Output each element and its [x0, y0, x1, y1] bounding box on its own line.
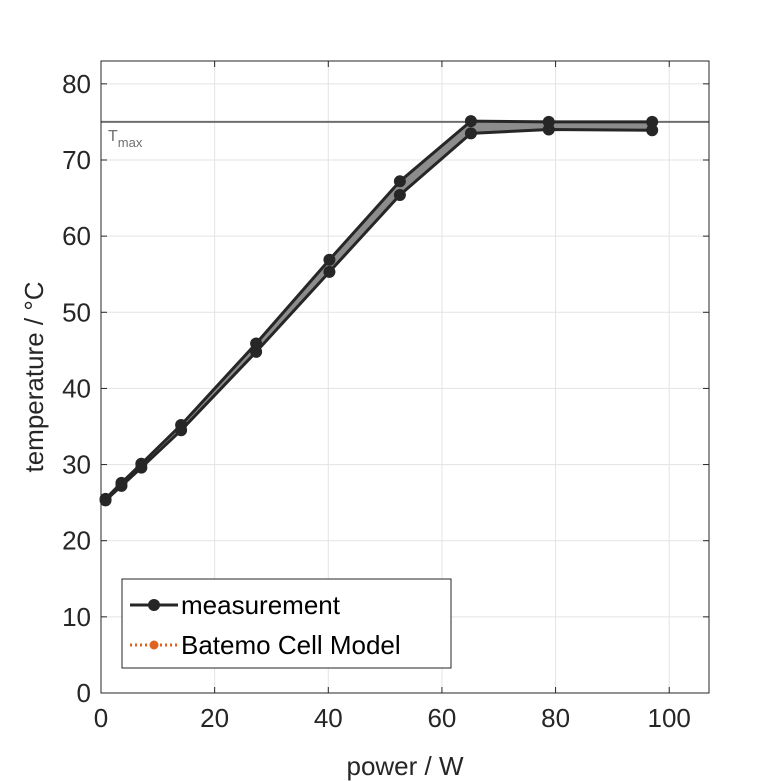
tick-labels: 0 20 40 60 80 100 0 10 20 30 40 50 60 70 80 — [62, 61, 709, 733]
y-tick-label: 80 — [62, 69, 91, 99]
y-axis-label: temperature / °C — [19, 281, 49, 472]
y-tick-label: 60 — [62, 221, 91, 251]
x-tick-label: 100 — [648, 703, 691, 733]
x-tick-label: 0 — [94, 703, 108, 733]
legend-swatch-marker — [149, 640, 159, 650]
measurement-lower-point — [99, 494, 112, 507]
y-tick-label: 50 — [62, 297, 91, 327]
measurement-upper-point — [250, 337, 263, 350]
legend-box — [121, 578, 452, 669]
legend-label: measurement — [181, 590, 341, 620]
plot-frame — [100, 60, 710, 694]
legend-swatch-marker — [148, 599, 160, 611]
x-tick-label: 40 — [314, 703, 343, 733]
y-tick-label: 0 — [77, 678, 91, 708]
x-axis-label: power / W — [346, 751, 463, 781]
legend: measurement Batemo Cell Model — [121, 578, 452, 669]
tmax-label: Tmax — [108, 128, 143, 150]
y-tick-label: 70 — [62, 145, 91, 175]
measurement-lower-point — [115, 479, 128, 492]
measurement-upper-point — [323, 253, 336, 266]
measurement-lower-point — [464, 127, 477, 140]
x-tick-label: 60 — [427, 703, 456, 733]
measurement-lower-point — [542, 123, 555, 136]
measurement-upper-point — [646, 115, 659, 128]
y-tick-label: 30 — [62, 450, 91, 480]
measurement-lower-point — [250, 345, 263, 358]
x-tick-label: 20 — [200, 703, 229, 733]
legend-label: Batemo Cell Model — [181, 630, 401, 660]
measurement-lower-line — [104, 128, 653, 502]
y-tick-label: 20 — [62, 526, 91, 556]
x-tick-label: 80 — [541, 703, 570, 733]
series-group — [99, 115, 659, 507]
measurement-upper-line — [104, 119, 653, 500]
measurement-lower-point — [646, 124, 659, 137]
measurement-lower-point — [135, 461, 148, 474]
measurement-lower-point — [393, 189, 406, 202]
measurement-upper-point — [464, 115, 477, 128]
y-tick-label: 10 — [62, 602, 91, 632]
y-tick-label: 40 — [62, 373, 91, 403]
measurement-lower-point — [323, 265, 336, 278]
measurement-upper-point — [393, 175, 406, 188]
measurement-lower-point — [175, 424, 188, 437]
